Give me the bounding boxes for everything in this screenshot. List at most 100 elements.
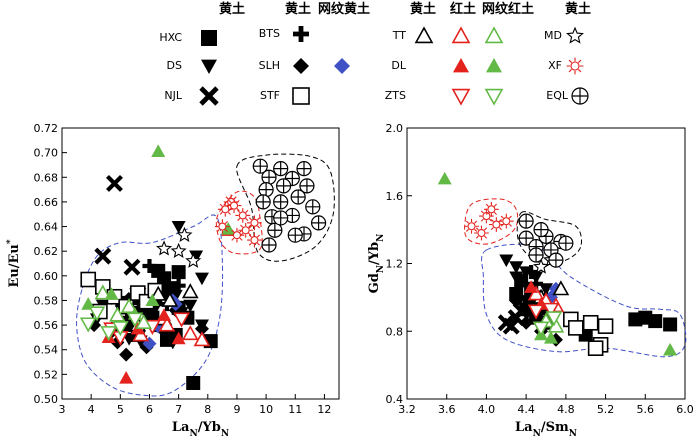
- marker-diamond-black: [293, 58, 309, 74]
- y-tick-label: 0.8: [386, 325, 404, 338]
- marker-plus-black: [293, 26, 309, 42]
- marker-circle-plus-black: [255, 194, 271, 210]
- marker-cross: [273, 210, 288, 225]
- marker-sun-core: [502, 217, 511, 226]
- y-axis-label-part: /Yb: [367, 242, 382, 265]
- marker-circle-plus-black: [518, 213, 534, 229]
- legend-group-title: 网纹红土: [482, 1, 534, 17]
- marker-triangle-open-black: [161, 291, 179, 307]
- legend-group-title: 黄土: [565, 1, 591, 17]
- marker-triangle-red: [157, 308, 172, 321]
- marker-triangle-open-green: [120, 297, 138, 314]
- marker-square-black: [186, 375, 201, 390]
- marker-cross: [572, 88, 588, 104]
- marker-square-black: [628, 312, 643, 327]
- marker-sun-rays: [498, 213, 514, 229]
- legend-code-label: EQL: [546, 89, 569, 102]
- legend-group-title: 网纹黄土: [318, 1, 370, 17]
- marker-triangle-down-open-green: [126, 312, 144, 328]
- marker-square-open-black: [582, 314, 599, 331]
- y-tick-label: 0.72: [34, 122, 59, 135]
- marker-cross: [267, 223, 282, 238]
- x-axis-label-part: /Sm: [541, 420, 569, 435]
- y-tick-label: 0.64: [34, 221, 59, 234]
- x-tick-label: 3: [59, 403, 66, 416]
- x-tick-label: 8: [204, 403, 211, 416]
- marker-triangle-down-open-green: [532, 321, 550, 337]
- y-tick-label: 0.60: [34, 270, 59, 283]
- marker-triangle-open-red: [527, 285, 545, 301]
- x-axis-label: LaN/YbN: [172, 420, 229, 439]
- x-axis-label: LaN/SmN: [515, 420, 577, 439]
- marker-sun-core: [492, 220, 501, 229]
- legend-code-label: SLH: [259, 59, 280, 72]
- marker-triangle-red: [119, 371, 134, 384]
- marker-triangle-down-open-green: [88, 306, 106, 322]
- marker-triangle-open-green: [94, 284, 112, 300]
- marker-diamond-blue: [334, 58, 350, 74]
- marker-cross: [519, 231, 534, 246]
- marker-circle-plus-black: [287, 227, 303, 243]
- y-tick-label: 0.66: [34, 196, 59, 209]
- legend-code-label: TT: [392, 29, 407, 42]
- marker-cross: [273, 161, 288, 176]
- x-axis-label-subscript: N: [221, 429, 229, 439]
- marker-circle-plus-black: [261, 169, 277, 185]
- marker-sun-core: [229, 201, 239, 210]
- marker-triangle-down-black: [499, 254, 514, 268]
- marker-triangle-down-open-green: [545, 311, 563, 327]
- legend-code-label: ZTS: [385, 89, 406, 102]
- marker-x-black: [94, 247, 112, 265]
- marker-triangle-green: [145, 293, 160, 307]
- marker-triangle-down-black: [189, 250, 204, 264]
- marker-triangle-down-open-green: [111, 321, 129, 337]
- marker-sun-red: [235, 208, 251, 223]
- legend-group-title: 黄土: [285, 1, 311, 17]
- marker-star-open-black: [176, 226, 193, 242]
- marker-triangle-down-open-red: [451, 88, 471, 106]
- marker-x-black: [105, 174, 123, 192]
- x-axis-label-part: /Yb: [198, 420, 221, 435]
- marker-sun-red: [498, 213, 514, 229]
- marker-cross: [529, 248, 544, 263]
- marker-cross: [558, 236, 573, 251]
- plot-frame: [61, 127, 340, 400]
- plot-frame: [406, 127, 686, 400]
- y-tick-label: 0.52: [34, 368, 59, 381]
- marker-sun-red: [247, 215, 262, 231]
- legend: 黄土HXCDSNJL黄土网纹黄土BTSSLHSTFSLH黄土红土网纹红土TTDL…: [159, 1, 591, 106]
- marker-triangle-green: [486, 58, 502, 73]
- x-axis-label-part: La: [515, 420, 533, 435]
- marker-sun-red: [474, 225, 489, 241]
- marker-triangle-red: [453, 58, 469, 73]
- group-hull: [76, 214, 224, 397]
- x-tick-label: 6.0: [676, 403, 694, 416]
- y-tick-label: 0.62: [34, 245, 59, 258]
- marker-triangle-green: [543, 331, 558, 344]
- marker-sun-red: [484, 201, 499, 217]
- marker-triangle-open-red: [451, 26, 471, 44]
- marker-diamond-black: [194, 321, 209, 336]
- y-tick-label: 1.6: [386, 190, 404, 203]
- marker-star-open-black: [533, 258, 550, 274]
- marker-sun-core: [477, 228, 486, 238]
- x-tick-label: 7: [175, 403, 182, 416]
- marker-sun-red: [566, 57, 584, 75]
- x-tick-label: 5.6: [637, 403, 655, 416]
- x-axis-label-subscript: N: [189, 429, 197, 439]
- y-tick-label: 1.2: [386, 258, 404, 271]
- marker-square-open-black: [587, 340, 604, 356]
- marker-plus-black: [171, 278, 186, 293]
- marker-cross: [548, 253, 563, 268]
- marker-sun-core: [467, 222, 476, 231]
- x-axis-label-subscript: N: [533, 429, 541, 439]
- marker-sun-red: [238, 222, 254, 238]
- marker-sun-rays: [484, 201, 499, 217]
- x-tick-label: 5: [117, 403, 124, 416]
- chart-eu-anomaly: 3 4 5 6 7 8 9 10 11 12 0.50 0.52 0.54 0.56 0.58 0.60 0.6…: [6, 122, 340, 439]
- marker-sun-rays: [217, 201, 233, 217]
- x-tick-label: 5.2: [597, 403, 615, 416]
- marker-triangle-open-black: [181, 283, 199, 299]
- marker-triangle-down-black: [171, 220, 186, 234]
